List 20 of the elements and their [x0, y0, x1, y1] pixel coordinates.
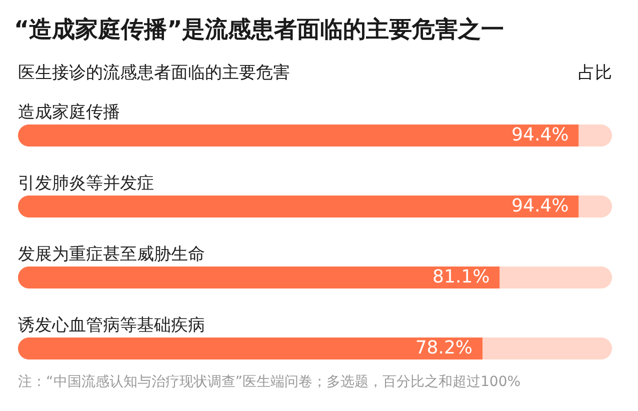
x-axis-title: 占比	[578, 63, 612, 83]
y-tick-label: 造成家庭传播	[18, 102, 120, 122]
data-label: 78.2%	[415, 338, 473, 358]
y-tick-label: 诱发心血管病等基础疾病	[18, 316, 205, 336]
y-tick-label: 引发肺炎等并发症	[18, 174, 154, 194]
bar	[578, 124, 612, 146]
chart-subtitle: 医生接诊的流感患者面临的主要危害	[18, 63, 290, 83]
data-label: 94.4%	[512, 196, 569, 216]
bar	[18, 124, 579, 146]
bar	[578, 196, 612, 218]
data-label: 94.4%	[512, 124, 569, 146]
chart-title: “造成家庭传播”是流感患者面临的主要危害之一	[14, 16, 504, 43]
data-label: 81.1%	[432, 266, 490, 288]
bar	[18, 266, 500, 288]
bar	[500, 266, 612, 288]
bar	[482, 338, 612, 360]
y-tick-label: 发展为重症甚至威胁生命	[18, 244, 205, 264]
bar	[18, 196, 579, 218]
bar	[18, 338, 483, 360]
text: 注：“中国流感认知与治疗现状调查”医生端问卷；多选题，百分比之和超过100%	[18, 374, 521, 390]
